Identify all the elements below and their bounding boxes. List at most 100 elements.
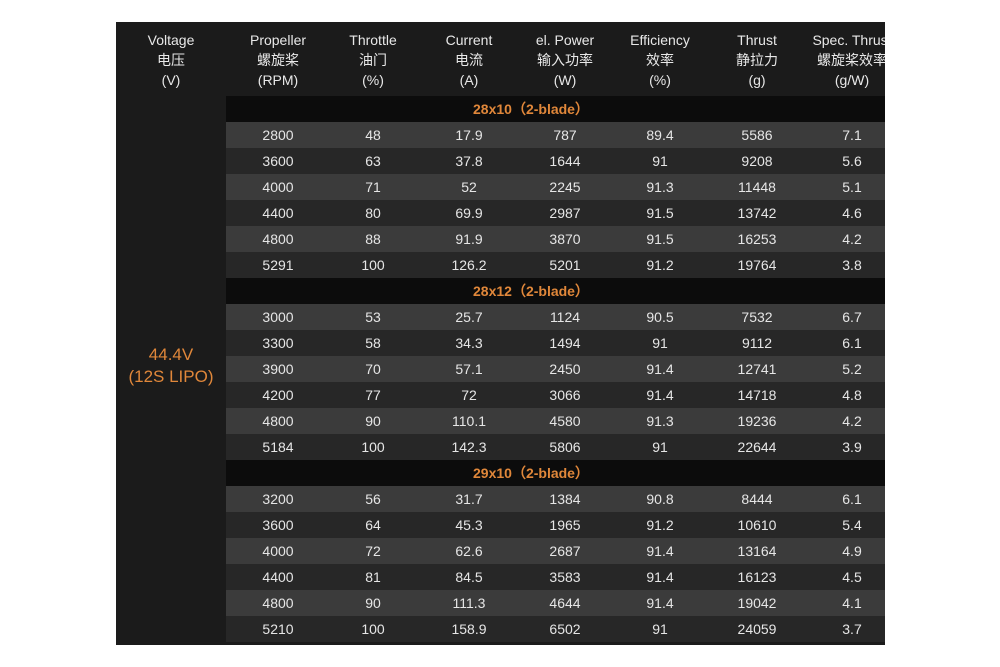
table-cell: 8444 [741,491,773,507]
table-row: 4800 90 111.3 4644 91.4 19042 4.1 [226,590,885,616]
table-cell: 90.8 [646,491,674,507]
header-propeller: Propeller 螺旋桨 (RPM) [230,30,326,90]
table-cell: 24059 [737,621,777,637]
table-cell: 4800 [262,595,294,611]
table-cell: 7532 [741,309,773,325]
voltage-column: Voltage 电压 (V) 44.4V (12S LIPO) [116,22,226,645]
group-title: 28x10（2-blade） [226,96,885,122]
header-unit: (W) [553,72,577,88]
table-cell: 2800 [262,127,294,143]
table-cell: 5.6 [842,153,862,169]
table-row: 3600 63 37.8 1644 91 9208 5.6 [226,148,885,174]
table-cell: 5291 [262,257,294,273]
table-cell: 4400 [262,569,294,585]
table-cell: 57.1 [455,361,483,377]
table-cell: 77 [365,387,381,403]
table-cell: 3066 [549,387,581,403]
table-cell: 4.6 [842,205,862,221]
header-en: Throttle [349,32,397,48]
table-cell: 3.7 [842,621,862,637]
table-cell: 1644 [549,153,581,169]
table-cell: 4.9 [842,543,862,559]
table-cell: 3000 [262,309,294,325]
table-cell: 91.5 [646,231,674,247]
table-cell: 3300 [262,335,294,351]
table-cell: 11448 [738,179,776,195]
table-cell: 9112 [741,335,773,351]
table-cell: 3583 [549,569,581,585]
header-unit: (A) [459,72,479,88]
table-cell: 91.4 [646,387,674,403]
table-cell: 2450 [549,361,581,377]
table-row: 4200 77 72 3066 91.4 14718 4.8 [226,382,885,408]
table-cell: 4200 [262,387,294,403]
motor-performance-table: Voltage 电压 (V) 44.4V (12S LIPO) Propelle… [116,22,885,645]
header-en: Efficiency [630,32,690,48]
table-row: 3600 64 45.3 1965 91.2 10610 5.4 [226,512,885,538]
table-cell: 1124 [549,309,581,325]
table-row: 5291 100 126.2 5201 91.2 19764 3.8 [226,252,885,278]
table-cell: 25.7 [455,309,483,325]
table-cell: 91.4 [646,543,674,559]
table-row: 4400 80 69.9 2987 91.5 13742 4.6 [226,200,885,226]
header-voltage: Voltage 电压 (V) [123,30,219,90]
table-cell: 64 [365,517,381,533]
table-cell: 1494 [549,335,581,351]
table-row: 3200 56 31.7 1384 90.8 8444 6.1 [226,486,885,512]
table-cell: 91.9 [455,231,483,247]
header-cn: 输入功率 [537,52,593,68]
table-cell: 5806 [549,439,581,455]
table-row: 5184 100 142.3 5806 91 22644 3.9 [226,434,885,460]
table-cell: 100 [361,257,385,273]
table-row: 3000 53 25.7 1124 90.5 7532 6.7 [226,304,885,330]
table-cell: 12741 [737,361,777,377]
table-cell: 6.1 [842,491,862,507]
table-cell: 91.3 [646,179,674,195]
table-cell: 70 [365,361,381,377]
table-row: 4000 72 62.6 2687 91.4 13164 4.9 [226,538,885,564]
table-cell: 4.5 [842,569,862,585]
table-cell: 91.4 [646,569,674,585]
table-cell: 91.5 [646,205,674,221]
table-row: 4800 88 91.9 3870 91.5 16253 4.2 [226,226,885,252]
table-cell: 14718 [737,387,777,403]
table-cell: 48 [365,127,381,143]
table-cell: 2245 [549,179,581,195]
table-cell: 19236 [737,413,777,429]
table-cell: 90 [365,413,381,429]
table-cell: 2687 [549,543,581,559]
table-cell: 4800 [262,231,294,247]
table-cell: 100 [361,439,385,455]
table-cell: 72 [461,387,477,403]
table-cell: 16123 [737,569,777,585]
table-cell: 4.2 [842,413,862,429]
table-cell: 19764 [737,257,777,273]
table-cell: 4400 [262,205,294,221]
table-cell: 3600 [262,153,294,169]
table-cell: 5.1 [842,179,862,195]
table-cell: 91.4 [646,595,674,611]
table-cell: 52 [461,179,477,195]
table-cell: 3600 [262,517,294,533]
table-cell: 90 [365,595,381,611]
header-efficiency: Efficiency 效率 (%) [612,30,708,90]
header-current: Current 电流 (A) [421,30,517,90]
table-cell: 53 [365,309,381,325]
table-row: 3900 70 57.1 2450 91.4 12741 5.2 [226,356,885,382]
table-cell: 89.4 [646,127,674,143]
header-unit: (g/W) [834,72,870,88]
group-title: 29x10（2-blade） [226,460,885,486]
table-cell: 90.5 [646,309,674,325]
header-cn: 静拉力 [736,52,778,68]
header-thrust: Thrust 静拉力 (g) [709,30,805,90]
table-cell: 91.2 [646,257,674,273]
table-row: 5210 100 158.9 6502 91 24059 3.7 [226,616,885,642]
header-unit: (g) [748,72,766,88]
table-cell: 16253 [737,231,777,247]
table-cell: 5.4 [842,517,862,533]
table-cell: 5210 [262,621,294,637]
table-cell: 4580 [549,413,581,429]
table-cell: 4000 [262,543,294,559]
table-cell: 4.1 [842,595,862,611]
table-cell: 91 [652,621,668,637]
